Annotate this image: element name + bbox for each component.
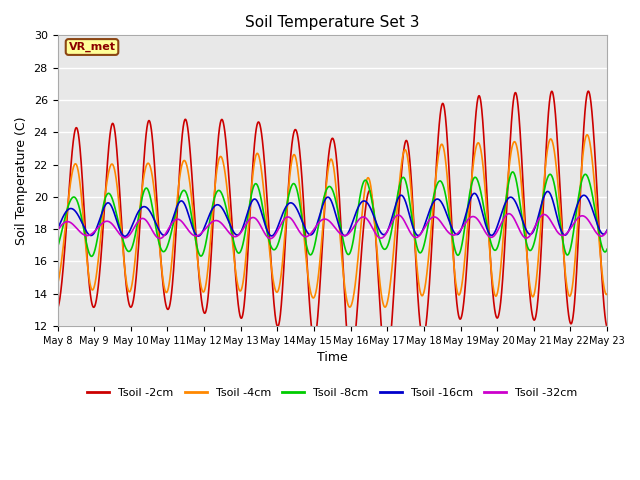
Tsoil -4cm bbox=[288, 156, 296, 162]
Tsoil -16cm bbox=[54, 226, 61, 232]
Tsoil -2cm bbox=[264, 215, 272, 221]
Tsoil -8cm bbox=[289, 182, 296, 188]
Tsoil -8cm bbox=[509, 169, 516, 175]
Tsoil -4cm bbox=[583, 132, 591, 138]
Tsoil -2cm bbox=[604, 324, 611, 330]
Line: Tsoil -16cm: Tsoil -16cm bbox=[58, 192, 607, 236]
Tsoil -4cm bbox=[264, 235, 272, 241]
Tsoil -2cm bbox=[116, 198, 124, 204]
Tsoil -8cm bbox=[88, 253, 95, 259]
Tsoil -32cm bbox=[149, 228, 157, 234]
Tsoil -4cm bbox=[534, 268, 541, 274]
Tsoil -32cm bbox=[289, 217, 296, 223]
Tsoil -16cm bbox=[149, 214, 157, 220]
Tsoil -8cm bbox=[116, 228, 124, 233]
Tsoil -16cm bbox=[604, 227, 611, 233]
Tsoil -2cm bbox=[584, 88, 592, 94]
Tsoil -32cm bbox=[593, 230, 600, 236]
Tsoil -32cm bbox=[505, 211, 513, 216]
Tsoil -8cm bbox=[593, 217, 600, 223]
Tsoil -32cm bbox=[604, 228, 611, 234]
Tsoil -4cm bbox=[593, 208, 600, 214]
Tsoil -8cm bbox=[149, 208, 157, 214]
X-axis label: Time: Time bbox=[317, 351, 348, 364]
Tsoil -4cm bbox=[116, 215, 124, 221]
Tsoil -32cm bbox=[264, 235, 272, 240]
Tsoil -2cm bbox=[593, 181, 600, 187]
Tsoil -8cm bbox=[54, 245, 61, 251]
Tsoil -32cm bbox=[54, 228, 61, 233]
Tsoil -8cm bbox=[264, 235, 272, 241]
Tsoil -2cm bbox=[149, 141, 157, 146]
Tsoil -32cm bbox=[116, 232, 124, 238]
Tsoil -2cm bbox=[288, 140, 296, 145]
Line: Tsoil -8cm: Tsoil -8cm bbox=[58, 172, 607, 256]
Tsoil -8cm bbox=[534, 225, 541, 231]
Tsoil -4cm bbox=[381, 304, 389, 310]
Tsoil -4cm bbox=[54, 281, 61, 287]
Tsoil -32cm bbox=[267, 236, 275, 241]
Tsoil -2cm bbox=[534, 303, 541, 309]
Tsoil -4cm bbox=[149, 177, 157, 182]
Tsoil -16cm bbox=[264, 230, 272, 236]
Tsoil -2cm bbox=[383, 362, 390, 368]
Legend: Tsoil -2cm, Tsoil -4cm, Tsoil -8cm, Tsoil -16cm, Tsoil -32cm: Tsoil -2cm, Tsoil -4cm, Tsoil -8cm, Tsoi… bbox=[83, 384, 582, 403]
Line: Tsoil -2cm: Tsoil -2cm bbox=[58, 91, 607, 365]
Line: Tsoil -32cm: Tsoil -32cm bbox=[58, 214, 607, 239]
Tsoil -16cm bbox=[121, 233, 129, 239]
Tsoil -16cm bbox=[544, 189, 552, 194]
Tsoil -16cm bbox=[289, 200, 296, 206]
Tsoil -2cm bbox=[54, 306, 61, 312]
Tsoil -16cm bbox=[534, 217, 541, 223]
Y-axis label: Soil Temperature (C): Soil Temperature (C) bbox=[15, 117, 28, 245]
Line: Tsoil -4cm: Tsoil -4cm bbox=[58, 135, 607, 307]
Text: VR_met: VR_met bbox=[68, 42, 115, 52]
Tsoil -4cm bbox=[604, 291, 611, 297]
Tsoil -8cm bbox=[604, 246, 611, 252]
Tsoil -16cm bbox=[116, 228, 124, 233]
Tsoil -32cm bbox=[534, 218, 541, 224]
Tsoil -16cm bbox=[593, 219, 600, 225]
Title: Soil Temperature Set 3: Soil Temperature Set 3 bbox=[245, 15, 420, 30]
